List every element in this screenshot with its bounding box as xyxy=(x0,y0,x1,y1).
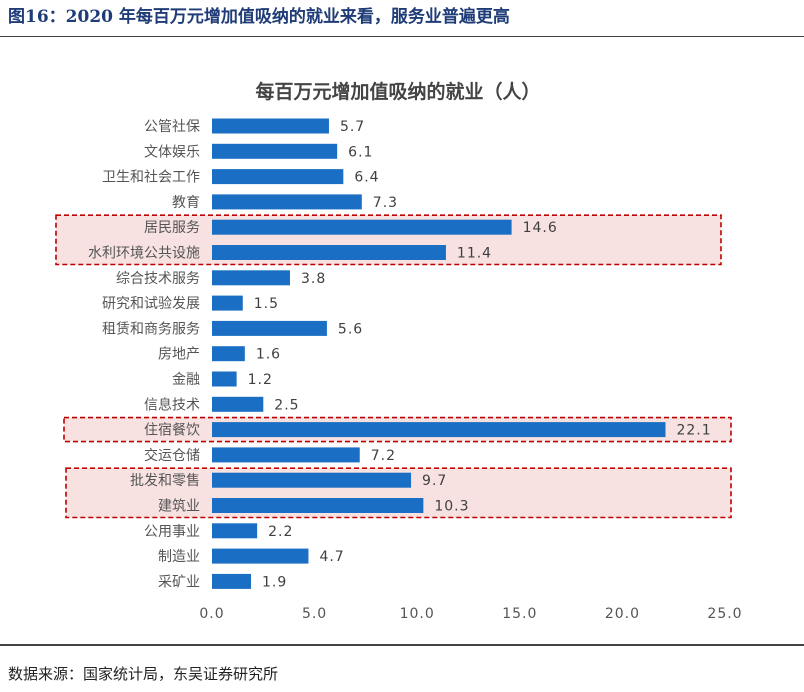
category-label: 租赁和商务服务 xyxy=(102,321,200,337)
category-label: 公管社保 xyxy=(144,119,200,135)
bar xyxy=(212,295,243,311)
bar xyxy=(212,194,362,210)
x-tick-label: 25.0 xyxy=(707,606,742,622)
value-label: 3.8 xyxy=(301,271,326,287)
data-source: 数据来源：国家统计局，东吴证券研究所 xyxy=(8,665,279,683)
figure-title: 图16：2020 年每百万元增加值吸纳的就业来看，服务业普遍更高 xyxy=(8,7,510,27)
bars-group: 公管社保 5.7 文体娱乐 6.1 卫生和社会工作 6.4 教育 7.3 居民服务 14.6 水利环… xyxy=(88,118,711,590)
bottom-divider xyxy=(0,644,804,646)
horizontal-bar-chart: 每百万元增加值吸纳的就业（人） 公管社保 5.7 文体娱乐 6.1 卫生和社会工作 6.4… xyxy=(55,80,742,622)
value-label: 1.2 xyxy=(248,372,273,388)
value-label: 22.1 xyxy=(676,423,711,439)
x-tick-label: 15.0 xyxy=(502,606,537,622)
bar xyxy=(212,371,237,387)
bar xyxy=(212,422,666,438)
category-label: 制造业 xyxy=(158,549,200,565)
bar xyxy=(212,498,424,513)
bar xyxy=(212,346,245,362)
bar xyxy=(212,320,327,336)
value-label: 14.6 xyxy=(523,220,558,236)
category-label: 建筑业 xyxy=(158,499,200,515)
value-label: 1.6 xyxy=(256,347,281,363)
bar xyxy=(212,573,251,589)
category-label: 研究和试验发展 xyxy=(102,296,200,312)
x-tick-label: 10.0 xyxy=(400,606,435,622)
category-label: 金融 xyxy=(172,372,200,388)
category-label: 交运仓储 xyxy=(144,447,200,464)
x-tick-label: 20.0 xyxy=(605,606,640,622)
value-label: 1.9 xyxy=(262,574,287,590)
category-label: 信息技术 xyxy=(144,396,200,413)
category-label: 教育 xyxy=(172,195,200,211)
bar xyxy=(212,523,258,539)
category-label: 文体娱乐 xyxy=(144,144,200,160)
bar xyxy=(212,118,329,134)
bar xyxy=(212,143,338,159)
category-label: 房地产 xyxy=(158,347,200,363)
top-divider xyxy=(0,36,804,37)
bar xyxy=(212,270,290,286)
bar xyxy=(212,447,360,463)
category-label: 批发和零售 xyxy=(130,473,200,489)
category-label: 住宿餐饮 xyxy=(144,422,200,439)
bar xyxy=(212,169,344,185)
x-tick-label: 0.0 xyxy=(199,606,224,622)
category-label: 居民服务 xyxy=(144,220,200,236)
value-label: 10.3 xyxy=(434,499,469,515)
value-label: 6.4 xyxy=(354,170,379,186)
value-label: 4.7 xyxy=(319,549,344,565)
value-label: 5.7 xyxy=(340,119,365,135)
bar xyxy=(212,245,446,260)
value-label: 1.5 xyxy=(254,296,279,312)
value-label: 9.7 xyxy=(422,473,447,489)
value-label: 7.2 xyxy=(371,448,396,464)
category-label: 卫生和社会工作 xyxy=(102,170,200,186)
bar xyxy=(212,396,264,412)
value-label: 5.6 xyxy=(338,321,363,337)
bar xyxy=(212,548,309,564)
bar xyxy=(212,219,512,235)
x-tick-label: 5.0 xyxy=(302,606,327,622)
value-label: 11.4 xyxy=(457,246,492,262)
chart-title: 每百万元增加值吸纳的就业（人） xyxy=(255,80,540,103)
category-label: 水利环境公共设施 xyxy=(88,246,200,262)
category-label: 采矿业 xyxy=(158,574,200,590)
bar xyxy=(212,472,412,488)
value-label: 2.5 xyxy=(274,397,299,413)
category-label: 公用事业 xyxy=(144,524,200,540)
value-label: 7.3 xyxy=(373,195,398,211)
value-label: 2.2 xyxy=(268,524,293,540)
category-label: 综合技术服务 xyxy=(116,271,200,287)
value-label: 6.1 xyxy=(348,144,373,160)
x-axis: 0.0 5.0 10.0 15.0 20.0 25.0 xyxy=(199,606,742,622)
